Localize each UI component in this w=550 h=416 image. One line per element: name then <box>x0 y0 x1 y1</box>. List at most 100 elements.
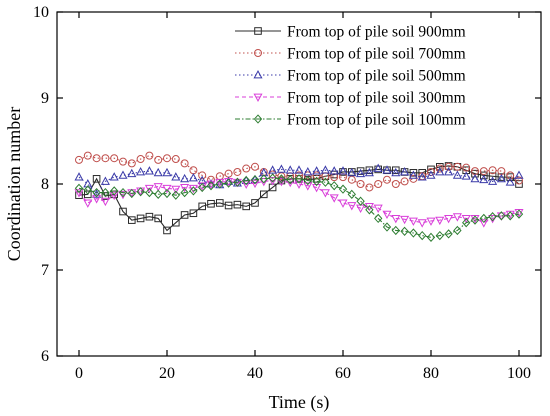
data-point <box>382 210 392 220</box>
data-point <box>400 167 410 176</box>
legend-label: From top of pile soil 300mm <box>287 90 466 107</box>
data-point <box>417 219 427 228</box>
data-point <box>101 154 110 163</box>
data-point <box>189 186 198 196</box>
data-point <box>136 167 146 176</box>
data-point <box>119 157 127 166</box>
data-point <box>356 180 365 188</box>
data-point <box>417 172 427 181</box>
data-point <box>471 169 479 178</box>
data-point <box>364 167 374 177</box>
data-point <box>224 178 233 188</box>
y-axis-title: Coordination number <box>4 107 24 261</box>
data-point <box>303 182 313 191</box>
legend-swatch-marker <box>254 27 262 35</box>
data-point <box>338 184 348 194</box>
series-layer <box>74 151 524 242</box>
data-point <box>198 202 206 211</box>
data-point <box>251 162 259 171</box>
data-point <box>74 189 84 198</box>
y-tick-label: 7 <box>41 262 49 279</box>
data-point <box>320 189 330 198</box>
data-point <box>294 174 304 184</box>
x-tick-label: 40 <box>247 365 263 382</box>
data-point <box>277 174 286 184</box>
data-point <box>453 225 462 236</box>
data-point <box>207 175 215 184</box>
data-point <box>136 214 145 223</box>
data-point <box>180 173 190 183</box>
data-point <box>435 164 444 173</box>
data-point <box>171 155 180 164</box>
data-point <box>488 176 498 185</box>
data-point <box>356 168 366 178</box>
data-point <box>233 177 242 187</box>
data-point <box>330 181 339 191</box>
data-point <box>100 176 110 185</box>
data-point <box>374 213 383 224</box>
series-3 <box>74 177 524 228</box>
data-point <box>162 184 172 194</box>
data-point <box>188 173 198 182</box>
y-tick-label: 9 <box>41 90 49 107</box>
data-point <box>206 181 216 191</box>
data-point <box>391 225 400 236</box>
data-point <box>444 229 453 239</box>
legend-entry: From top of pile soil 500mm <box>235 68 466 85</box>
data-point <box>215 179 224 189</box>
data-point <box>479 174 489 184</box>
data-point <box>338 199 348 208</box>
data-point <box>286 175 295 185</box>
data-point <box>497 173 506 181</box>
x-axis-title: Time (s) <box>269 392 330 413</box>
legend-swatch-marker <box>254 49 262 57</box>
data-point <box>479 219 489 228</box>
data-point <box>171 185 181 195</box>
data-point <box>180 211 189 219</box>
x-tick-label: 60 <box>335 365 351 382</box>
data-point <box>145 151 154 160</box>
x-tick-label: 0 <box>75 365 83 382</box>
data-point <box>462 163 471 172</box>
data-point <box>303 167 313 176</box>
y-tick-label: 6 <box>41 348 49 365</box>
data-point <box>127 188 136 199</box>
data-point <box>136 155 145 164</box>
data-point <box>418 230 427 241</box>
data-point <box>189 209 198 218</box>
data-point <box>127 168 137 178</box>
data-point <box>118 170 128 179</box>
data-point <box>198 182 207 193</box>
data-point <box>470 215 480 225</box>
data-point <box>100 197 110 207</box>
axis-ticks: 0 20 40 60 80 100 6 7 8 9 10 <box>33 4 541 382</box>
data-point <box>382 222 392 232</box>
data-point <box>136 187 145 197</box>
data-point <box>329 194 339 203</box>
data-point <box>250 175 260 185</box>
data-point <box>119 207 127 216</box>
data-point <box>233 167 242 176</box>
data-point <box>444 167 454 176</box>
data-point <box>312 184 322 193</box>
data-point <box>365 183 374 192</box>
data-point <box>364 202 374 212</box>
data-point <box>444 215 454 224</box>
data-point <box>452 213 462 222</box>
data-point <box>163 154 171 163</box>
data-point <box>251 199 259 207</box>
data-point <box>92 195 102 204</box>
data-point <box>462 218 471 228</box>
data-point <box>83 151 92 160</box>
data-point <box>444 162 453 171</box>
x-tick-label: 80 <box>423 365 439 382</box>
legend-entry: From top of pile soil 100mm <box>235 112 466 129</box>
data-point <box>427 165 435 174</box>
data-point <box>303 175 312 186</box>
data-point <box>75 155 83 164</box>
data-point <box>216 199 224 207</box>
data-point <box>259 178 269 187</box>
data-point <box>391 167 401 177</box>
data-point <box>233 200 242 209</box>
data-point <box>453 162 462 171</box>
